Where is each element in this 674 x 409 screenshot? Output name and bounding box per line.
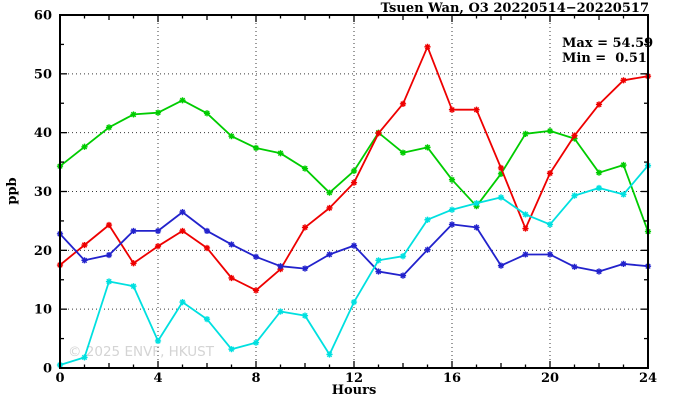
y-tick-label: 30 bbox=[34, 185, 52, 200]
series-green bbox=[56, 97, 652, 235]
x-tick-label: 24 bbox=[639, 371, 657, 386]
y-tick-label: 20 bbox=[34, 244, 52, 259]
series-blue bbox=[56, 208, 652, 279]
x-tick-label: 16 bbox=[443, 371, 461, 386]
y-tick-label: 0 bbox=[43, 362, 52, 377]
data-series-layer bbox=[56, 43, 652, 369]
x-tick-label: 8 bbox=[251, 371, 260, 386]
y-tick-label: 40 bbox=[34, 126, 52, 141]
x-tick-label: 12 bbox=[345, 371, 363, 386]
series-cyan bbox=[56, 162, 652, 369]
y-tick-label: 50 bbox=[34, 67, 52, 82]
labels-layer: Tsuen Wan, O3 20220514−20220517 ppb Hour… bbox=[5, 1, 653, 398]
series-cyan-markers bbox=[56, 162, 652, 369]
watermark-layer: © 2025 ENVF, HKUST bbox=[68, 344, 215, 360]
x-tick-label: 20 bbox=[541, 371, 559, 386]
y-tick-label: 10 bbox=[34, 303, 52, 318]
max-annotation: Max = 54.59 bbox=[562, 36, 653, 51]
min-annotation: Min = 0.51 bbox=[562, 51, 647, 66]
y-tick-label: 60 bbox=[34, 9, 52, 24]
plot-frame-and-ticks: 0 4 8 12 16 20 24 0 10 20 30 40 50 60 bbox=[34, 9, 657, 387]
gridlines bbox=[60, 15, 648, 368]
x-tick-label: 0 bbox=[55, 371, 64, 386]
series-green-markers bbox=[56, 97, 652, 235]
y-axis-title: ppb bbox=[5, 177, 20, 204]
x-axis-title: Hours bbox=[332, 383, 377, 398]
watermark: © 2025 ENVF, HKUST bbox=[68, 344, 215, 360]
x-tick-label: 4 bbox=[153, 371, 162, 386]
chart-title: Tsuen Wan, O3 20220514−20220517 bbox=[381, 1, 649, 16]
